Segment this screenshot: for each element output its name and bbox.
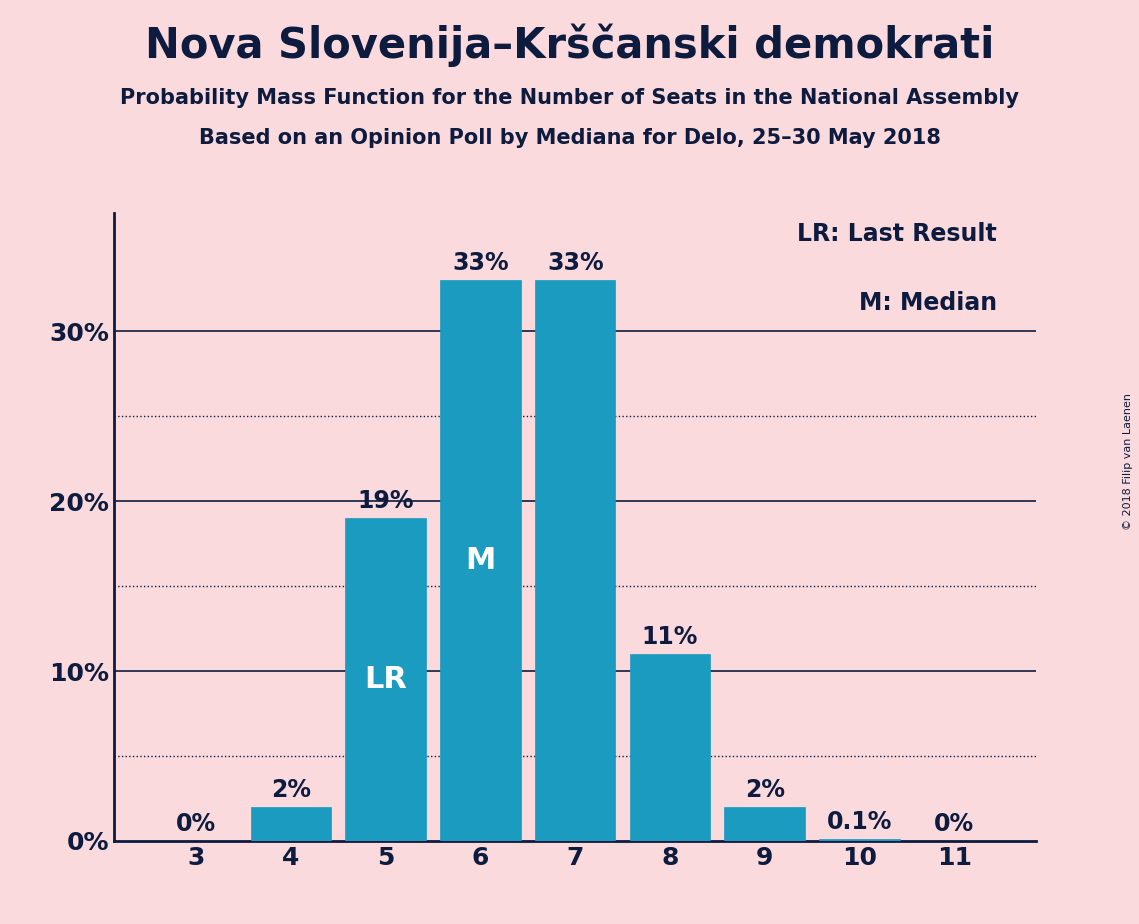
Bar — [819, 839, 900, 841]
Text: Nova Slovenija–Krščanski demokrati: Nova Slovenija–Krščanski demokrati — [145, 23, 994, 67]
Text: LR: Last Result: LR: Last Result — [797, 222, 997, 246]
Text: 2%: 2% — [745, 778, 785, 802]
Text: M: M — [465, 546, 495, 575]
Text: 0.1%: 0.1% — [827, 810, 892, 834]
Bar — [724, 807, 805, 841]
Text: 0%: 0% — [934, 812, 974, 835]
Bar — [345, 518, 426, 841]
Bar — [630, 654, 711, 841]
Bar — [251, 807, 331, 841]
Bar — [535, 281, 615, 841]
Bar — [440, 281, 521, 841]
Text: Based on an Opinion Poll by Mediana for Delo, 25–30 May 2018: Based on an Opinion Poll by Mediana for … — [198, 128, 941, 148]
Text: 19%: 19% — [358, 489, 413, 513]
Text: © 2018 Filip van Laenen: © 2018 Filip van Laenen — [1123, 394, 1133, 530]
Text: 11%: 11% — [641, 625, 698, 649]
Text: 2%: 2% — [271, 778, 311, 802]
Text: 0%: 0% — [177, 812, 216, 835]
Text: M: Median: M: Median — [859, 291, 997, 315]
Text: LR: LR — [364, 665, 407, 694]
Text: 33%: 33% — [452, 251, 509, 275]
Text: 33%: 33% — [547, 251, 604, 275]
Text: Probability Mass Function for the Number of Seats in the National Assembly: Probability Mass Function for the Number… — [120, 88, 1019, 108]
